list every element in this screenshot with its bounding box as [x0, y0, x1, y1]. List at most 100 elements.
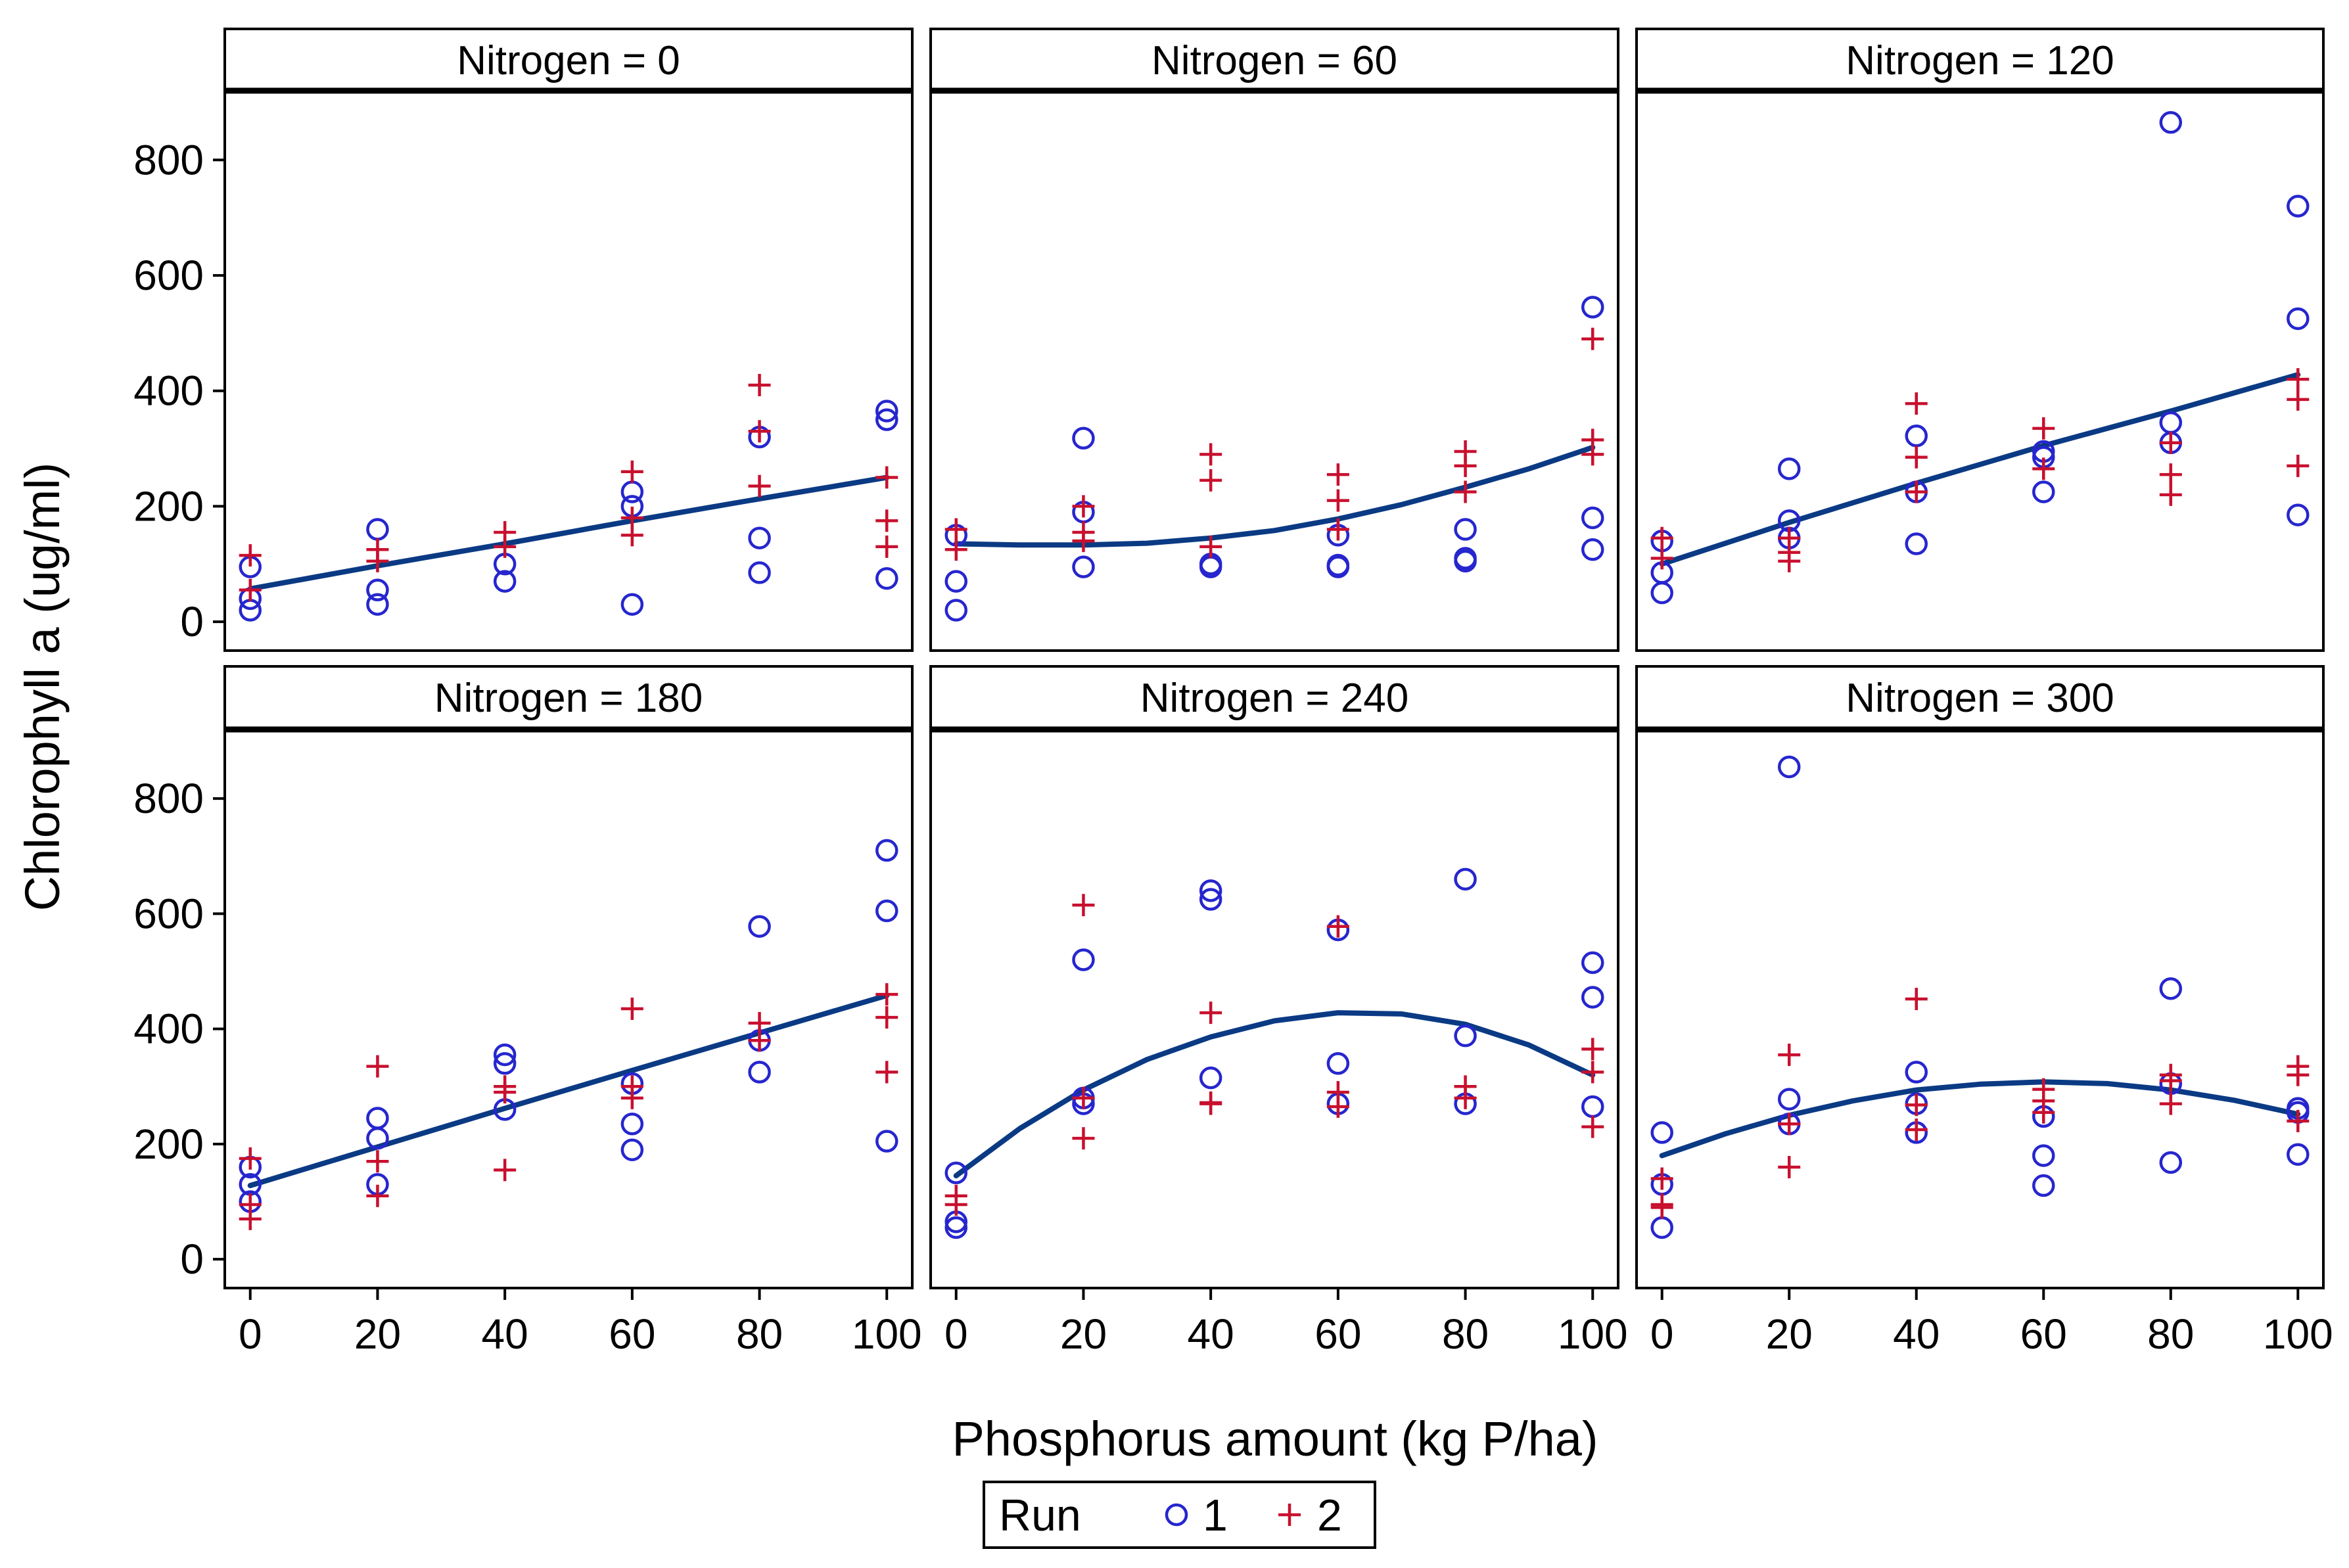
run1-point	[2287, 1143, 2310, 1166]
run2-point	[1326, 489, 1349, 512]
x-tick-label: 80	[2147, 1310, 2194, 1358]
run2-point	[239, 1193, 262, 1216]
run1-point	[944, 599, 967, 622]
fit-curve	[953, 444, 1596, 548]
run2-point	[2032, 1078, 2055, 1101]
run2-point	[1326, 463, 1349, 486]
run2-point	[875, 1006, 898, 1029]
run1-point	[2159, 1151, 2183, 1174]
run2-point	[1454, 440, 1477, 463]
run1-point	[1199, 1066, 1222, 1090]
run2-point	[944, 538, 967, 561]
run2-point	[494, 1075, 517, 1098]
run2-point	[620, 1075, 643, 1098]
y-tick-label: 200	[133, 482, 204, 530]
run1-point	[2159, 977, 2183, 1000]
run2-point	[875, 535, 898, 558]
run2-point	[1650, 1167, 1673, 1190]
run1-point	[748, 561, 771, 584]
x-tick-label: 80	[736, 1310, 783, 1358]
run2-point	[1072, 1086, 1095, 1109]
run2-point	[2287, 388, 2310, 411]
run2-point	[748, 420, 771, 443]
run2-point	[2159, 1063, 2182, 1086]
fit-curve	[247, 992, 890, 1188]
run1-point	[493, 1051, 517, 1075]
run2-point	[875, 466, 898, 489]
run2-point	[239, 578, 262, 601]
run2-point	[1581, 1061, 1604, 1084]
run2-point	[1778, 1113, 1801, 1136]
run2-point	[1905, 1094, 1928, 1117]
run1-point	[1777, 1088, 1801, 1111]
run1-point	[875, 839, 898, 862]
panel-5: Nitrogen = 240 0 20 40 60 80 100	[929, 665, 1628, 1358]
panel-1: Nitrogen = 0 0 200 400 600 800	[133, 28, 914, 652]
run2-point	[239, 544, 262, 567]
x-tick-label: 100	[852, 1310, 922, 1358]
panel-title: Nitrogen = 120	[1846, 38, 2114, 83]
run2-point	[944, 1184, 967, 1207]
y-tick-label: 800	[133, 136, 204, 183]
legend-title: Run	[999, 1490, 1081, 1540]
y-tick-label: 600	[133, 252, 204, 299]
run2-point	[2159, 463, 2182, 486]
run2-point	[2159, 1092, 2182, 1115]
legend-entry-1: 1	[1165, 1490, 1228, 1540]
run2-point	[1199, 1091, 1222, 1114]
panel-header	[223, 28, 914, 92]
run1-point	[2032, 1174, 2055, 1197]
run1-point	[1777, 755, 1801, 779]
y-tick-label: 0	[180, 598, 204, 645]
run2-point	[1326, 915, 1349, 938]
x-tick-label: 0	[944, 1310, 968, 1358]
data-points	[1650, 111, 2310, 605]
fit-curve	[247, 474, 890, 591]
run2-point	[1650, 547, 1673, 570]
run1-point	[493, 1043, 517, 1067]
run1-point	[620, 1113, 644, 1136]
x-tick-label: 100	[2263, 1310, 2333, 1358]
panel-header	[1635, 28, 2325, 92]
run2-point	[1581, 1115, 1604, 1138]
run2-point	[1905, 1118, 1928, 1141]
data-points	[239, 373, 898, 622]
data-points	[239, 839, 898, 1230]
run2-point	[1778, 1044, 1801, 1067]
run1-point	[875, 566, 898, 590]
y-tick-label: 400	[133, 367, 204, 415]
x-tick-label: 60	[2020, 1310, 2067, 1358]
fit-curve	[1659, 372, 2301, 567]
run1-point	[1581, 951, 1604, 975]
x-tick-label: 0	[239, 1310, 262, 1358]
y-axis-title: Chlorophyll a (ug/ml)	[15, 463, 70, 911]
run2-point	[875, 1061, 898, 1084]
panel-title: Nitrogen = 180	[434, 676, 703, 721]
y-tick-label: 400	[133, 1005, 204, 1053]
legend-box	[983, 1481, 1376, 1549]
run2-point	[620, 998, 643, 1020]
run2-point	[2287, 1109, 2310, 1132]
run2-point	[239, 1147, 262, 1170]
run2-point	[1326, 1081, 1349, 1104]
run2-point	[2032, 457, 2055, 480]
legend-label-1: 1	[1203, 1490, 1228, 1540]
x-tick-label: 20	[1766, 1310, 1813, 1358]
run1-point	[1581, 986, 1604, 1009]
run2-point	[1278, 1504, 1301, 1526]
panel-title: Nitrogen = 0	[457, 38, 680, 83]
x-tick-label: 40	[1893, 1310, 1940, 1358]
run2-point	[1905, 392, 1928, 415]
run2-point	[2159, 431, 2182, 454]
x-tick-label: 80	[1442, 1310, 1489, 1358]
run2-point	[1581, 428, 1604, 451]
run2-point	[875, 509, 898, 532]
run1-point	[1581, 506, 1604, 530]
panel-title: Nitrogen = 240	[1140, 676, 1408, 721]
y-tick-label: 800	[133, 775, 204, 822]
run2-point	[1454, 480, 1477, 503]
run2-point	[1650, 526, 1673, 549]
run1-point	[1650, 1121, 1673, 1144]
